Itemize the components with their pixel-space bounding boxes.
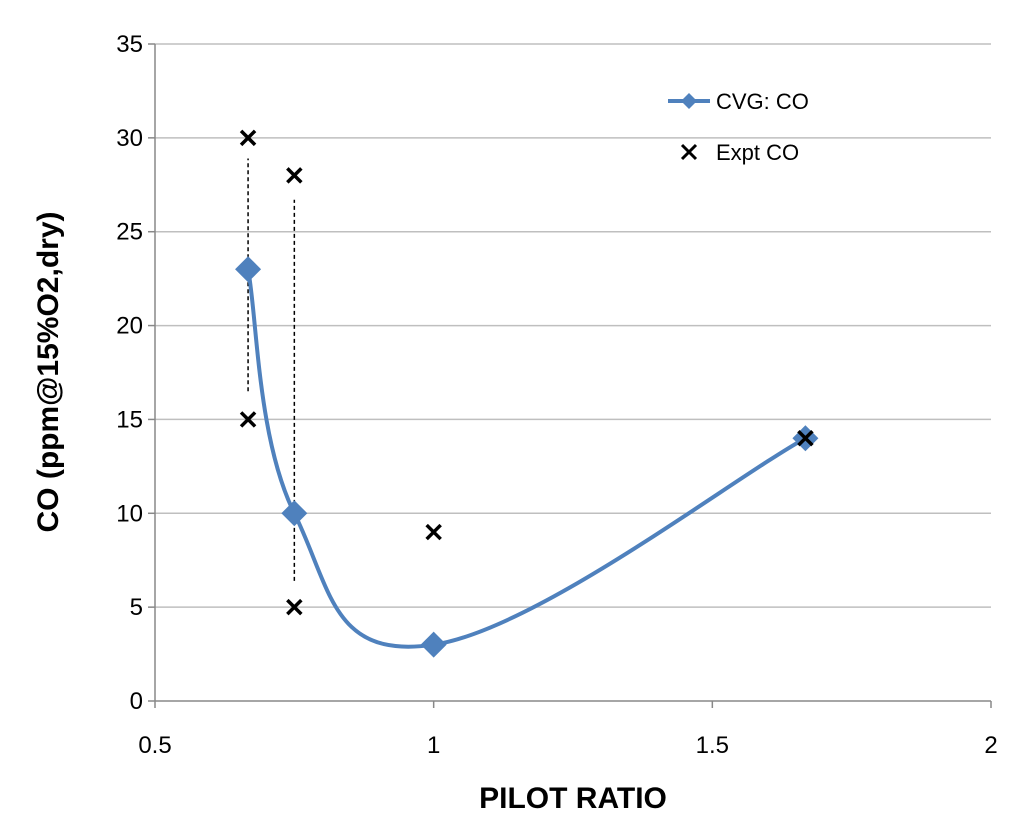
y-axis-label: CO (ppm@15%O2,dry) — [32, 212, 65, 533]
legend-diamond-icon — [681, 93, 697, 109]
legend-label-cvg: CVG: CO — [716, 89, 809, 114]
cvg-point — [420, 631, 447, 658]
gridlines — [155, 43, 991, 608]
y-tick-label: 15 — [116, 406, 143, 433]
x-tick-label: 2 — [984, 732, 997, 759]
expt-point — [286, 167, 303, 184]
cvg-point — [235, 256, 262, 283]
y-tick-label: 20 — [116, 313, 143, 340]
y-tick-label: 25 — [116, 219, 143, 246]
cvg-point — [281, 500, 308, 527]
expt-point — [239, 129, 257, 147]
x-axis-label: PILOT RATIO — [479, 782, 667, 815]
series — [235, 129, 819, 658]
legend: CVG: CO Expt CO — [668, 89, 809, 165]
legend-x-icon — [680, 143, 698, 161]
x-tick-label: 1.5 — [696, 732, 729, 759]
tick-labels: 0 5 10 15 20 25 30 35 0.5 1 1.5 2 — [116, 31, 997, 759]
x-tick-label: 0.5 — [138, 732, 171, 759]
y-tick-label: 10 — [116, 500, 143, 527]
y-tick-label: 35 — [116, 31, 143, 58]
legend-label-expt: Expt CO — [716, 140, 799, 165]
y-tick-label: 30 — [116, 125, 143, 152]
expt-point — [239, 411, 257, 428]
expt-point — [425, 523, 442, 541]
expt-point — [286, 598, 303, 616]
cvg-line — [246, 268, 807, 649]
x-tick-label: 1 — [427, 732, 440, 759]
y-tick-label: 5 — [130, 594, 143, 621]
y-tick-label: 0 — [130, 688, 143, 715]
expt-point — [797, 429, 814, 447]
axes — [148, 43, 992, 708]
